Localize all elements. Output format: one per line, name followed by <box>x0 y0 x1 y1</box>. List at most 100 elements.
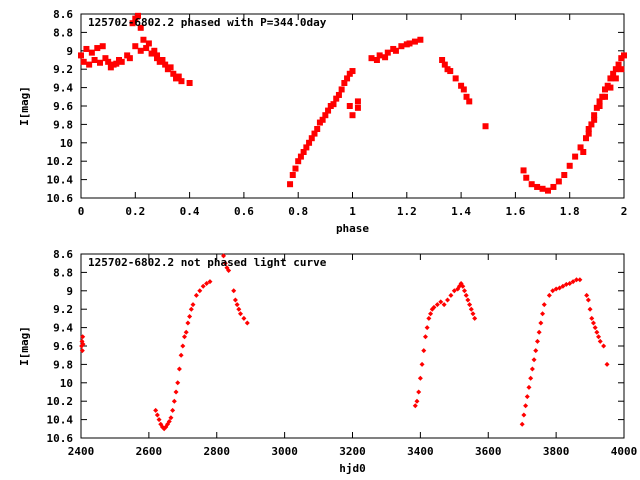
phased-data-point <box>577 144 584 151</box>
unphased-data-point <box>422 334 428 340</box>
phased-data-point <box>607 84 614 91</box>
unphased-data-point <box>180 343 186 349</box>
unphased-plot-frame <box>80 253 625 439</box>
unphased-data-point <box>190 302 196 308</box>
unphased-data-point <box>585 297 591 303</box>
phased-data-point <box>520 167 527 174</box>
unphased-data-point <box>166 418 172 424</box>
unphased-data-point <box>523 403 529 409</box>
unphased-data-point <box>431 304 437 310</box>
unphased-y-axis-label: I[mag] <box>18 326 31 366</box>
unphased-data-point <box>171 398 177 404</box>
phased-y-tick-label: 9.8 <box>53 118 73 131</box>
phased-data-point <box>175 73 182 80</box>
unphased-data-point <box>441 302 447 308</box>
phased-data-point <box>178 78 185 85</box>
unphased-data-point <box>528 375 534 381</box>
unphased-x-tick-label: 3400 <box>407 445 434 458</box>
unphased-data-point <box>445 297 451 303</box>
phased-data-point <box>482 123 489 130</box>
phased-x-tick-label: 1.4 <box>451 205 471 218</box>
phased-data-point <box>151 47 158 54</box>
phased-data-point <box>621 52 627 59</box>
unphased-data-point <box>590 320 596 326</box>
unphased-data-point <box>80 341 86 347</box>
unphased-data-point <box>531 357 537 363</box>
unphased-data-point <box>560 283 566 289</box>
unphased-y-tick-label: 9 <box>66 285 73 298</box>
phased-data-point <box>601 93 608 100</box>
unphased-chart-title: 125702-6802.2 not phased light curve <box>88 256 327 269</box>
phased-data-point <box>376 52 383 59</box>
phased-x-tick-label: 0.6 <box>234 205 254 218</box>
phased-data-point <box>99 43 106 50</box>
unphased-data-point <box>412 403 418 409</box>
unphased-data-point <box>470 311 476 317</box>
phased-data-point <box>145 40 152 47</box>
phased-data-point <box>344 75 351 82</box>
unphased-data-point <box>601 343 607 349</box>
unphased-data-point <box>221 253 227 259</box>
phased-data-point <box>607 75 614 82</box>
phased-data-point <box>338 86 345 93</box>
unphased-y-tick-label: 9.4 <box>53 322 73 335</box>
phased-data-point <box>300 149 307 155</box>
phased-x-tick-label: 0 <box>78 205 85 218</box>
unphased-data-point <box>176 366 182 372</box>
phased-x-tick-label: 0.8 <box>288 205 308 218</box>
unphased-data-point <box>584 292 590 298</box>
unphased-data-point <box>467 302 473 308</box>
phased-data-point <box>341 80 348 86</box>
unphased-data-point <box>421 348 427 354</box>
phased-data-point <box>463 93 470 100</box>
phased-y-tick-label: 10.6 <box>47 192 74 205</box>
unphased-data-point <box>207 279 213 285</box>
phased-data-point <box>319 116 326 123</box>
phased-data-point <box>159 57 166 63</box>
unphased-data-point <box>524 394 530 400</box>
unphased-data-point <box>546 292 552 298</box>
phased-data-point <box>335 91 342 98</box>
unphased-data-point <box>79 348 85 354</box>
unphased-data-point <box>154 412 160 418</box>
phased-data-point <box>349 68 356 75</box>
unphased-data-point <box>175 380 181 386</box>
phased-data-point <box>588 121 595 128</box>
unphased-data-point <box>428 311 434 317</box>
phased-data-point <box>596 103 603 109</box>
unphased-data-point <box>234 302 240 308</box>
phased-data-point <box>585 130 592 137</box>
phased-data-point <box>466 98 473 105</box>
unphased-x-tick-label: 3200 <box>339 445 366 458</box>
phased-data-point <box>452 75 459 82</box>
phased-data-point <box>417 36 424 43</box>
phased-data-point <box>303 144 310 151</box>
unphased-data-point <box>461 288 467 294</box>
unphased-data-point <box>226 268 232 274</box>
phased-y-tick-label: 10.2 <box>47 155 74 168</box>
unphased-data-point <box>414 398 420 404</box>
unphased-data-point <box>577 277 583 283</box>
phased-data-point <box>566 162 573 169</box>
phased-data-point <box>441 61 448 68</box>
phased-data-point <box>580 149 587 155</box>
unphased-x-axis-label: hjd0 <box>339 462 366 475</box>
unphased-y-tick-label: 8.8 <box>53 266 73 279</box>
unphased-data-point <box>533 348 539 354</box>
unphased-data-point <box>534 338 540 344</box>
phased-data-point <box>349 112 356 119</box>
unphased-x-tick-label: 3800 <box>543 445 570 458</box>
phased-data-point <box>154 55 161 62</box>
phased-y-tick-label: 8.8 <box>53 26 73 39</box>
phased-data-point <box>398 43 405 50</box>
unphased-data-point <box>178 352 184 358</box>
unphased-x-tick-label: 3600 <box>475 445 502 458</box>
phased-data-point <box>539 185 546 192</box>
phased-data-point <box>354 104 361 111</box>
unphased-y-tick-label: 9.6 <box>53 340 73 353</box>
phased-data-point <box>528 181 535 188</box>
phased-data-point <box>295 158 302 165</box>
unphased-data-point <box>536 329 542 335</box>
phased-data-point <box>292 165 299 172</box>
unphased-data-point <box>538 320 544 326</box>
